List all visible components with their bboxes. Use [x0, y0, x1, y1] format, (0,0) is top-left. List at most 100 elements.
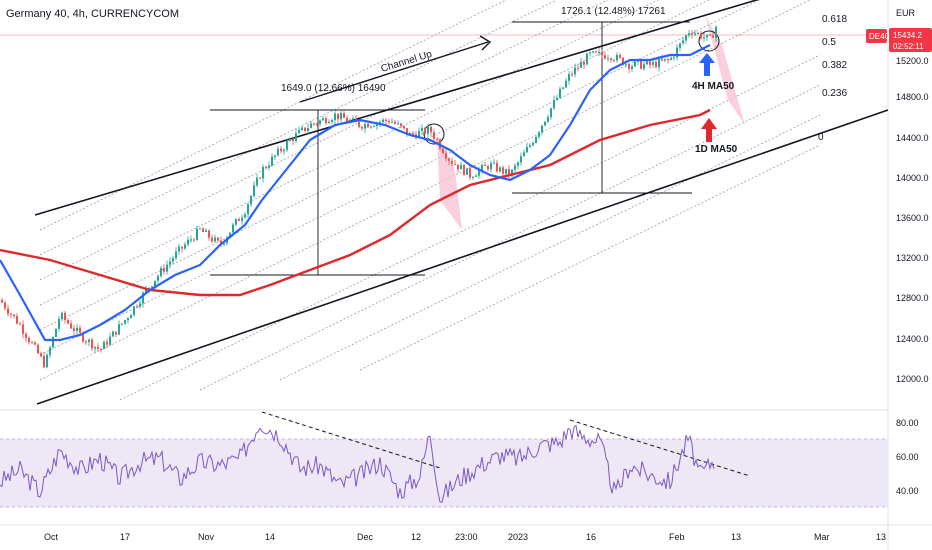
candle-body [163, 268, 165, 272]
candle-body [544, 121, 546, 126]
candle-body [73, 328, 75, 332]
candle-body [118, 324, 120, 335]
candle-body [601, 51, 603, 56]
candle-body [676, 47, 678, 58]
candle-body [196, 228, 198, 241]
fib-label-0382: 0.382 [822, 60, 847, 71]
candle-body [307, 127, 309, 132]
candle-body [661, 58, 663, 61]
candle-body [133, 306, 135, 315]
candle-body [106, 341, 108, 345]
candle-body [649, 61, 651, 65]
candle-body [325, 118, 327, 124]
candle-body [538, 132, 540, 137]
candle-body [178, 246, 180, 252]
candle-body [469, 168, 471, 178]
candle-body [229, 232, 231, 238]
candle-body [625, 63, 627, 65]
candle-body [373, 126, 375, 128]
candle-body [58, 319, 60, 329]
rise-2-label: 1726.1 (12.48%) 17261 [561, 6, 666, 17]
price-tick: 14400.0 [896, 133, 929, 143]
fib-label-0: 0 [818, 132, 824, 143]
candle-body [328, 121, 330, 124]
candle-body [256, 177, 258, 186]
candle-body [457, 164, 459, 170]
candle-body [88, 339, 90, 343]
candle-body [655, 61, 657, 68]
ma50-1d-line [0, 108, 711, 297]
candle-body [391, 121, 393, 123]
candle-body [709, 34, 711, 36]
candle-body [529, 145, 531, 147]
candle-body [25, 333, 27, 339]
candle-body [205, 230, 207, 233]
candle-body [19, 323, 21, 325]
candle-body [613, 59, 615, 61]
candle-body [454, 163, 456, 165]
candle-body [511, 169, 513, 177]
candle-body [478, 169, 480, 176]
candle-body [331, 119, 333, 122]
candle-body [490, 163, 492, 170]
candle-body [4, 302, 6, 309]
candle-body [694, 33, 696, 35]
fib-channel-line-7 [39, 0, 507, 231]
candle-body [151, 286, 153, 288]
fib-label-05: 0.5 [822, 37, 836, 48]
candle-body [619, 54, 621, 58]
candle-body [520, 156, 522, 163]
fib-channel-line-8 [119, 54, 821, 401]
candle-body [448, 158, 450, 161]
candle-body [70, 323, 72, 329]
candle-body [583, 62, 585, 65]
candle-body [184, 244, 186, 249]
candle-body [568, 74, 570, 81]
candle-body [220, 240, 222, 245]
candle-body [670, 57, 672, 60]
candle-body [346, 117, 348, 122]
candle-body [214, 237, 216, 242]
candle-body [28, 338, 30, 343]
time-tick: 12 [411, 532, 421, 542]
candle-body [370, 126, 372, 128]
candle-body [109, 336, 111, 345]
candle-body [130, 314, 132, 319]
rsi-line [0, 424, 715, 503]
candle-body [592, 51, 594, 53]
candle-body [586, 53, 588, 65]
candle-body [334, 113, 336, 120]
candle-body [187, 239, 189, 245]
time-tick: Mar [814, 532, 830, 542]
candle-body [244, 214, 246, 218]
candle-body [643, 64, 645, 69]
candle-body [595, 51, 597, 53]
candle-body [682, 40, 684, 44]
candle-body [397, 123, 399, 125]
candle-body [487, 166, 489, 170]
rsi-tick: 80.00 [896, 418, 919, 428]
candle-body [427, 126, 429, 134]
candle-body [466, 168, 468, 175]
candle-body [343, 112, 345, 118]
candle-body [556, 97, 558, 100]
candle-body [115, 331, 117, 335]
candle-body [631, 66, 633, 69]
candle-body [67, 320, 69, 324]
rsi-trendline-2 [569, 419, 751, 477]
candle-body [316, 123, 318, 125]
candle-body [607, 58, 609, 60]
candle-body [646, 61, 648, 65]
candle-body [10, 313, 12, 315]
candle-body [298, 129, 300, 134]
candle-body [406, 128, 408, 135]
candle-body [52, 336, 54, 348]
candle-body [451, 160, 453, 164]
candle-body [550, 108, 552, 118]
price-tick: 12800.0 [896, 293, 929, 303]
candle-body [238, 218, 240, 221]
candle-body [301, 127, 303, 130]
red-arrow [701, 118, 717, 142]
candle-body [562, 87, 564, 89]
